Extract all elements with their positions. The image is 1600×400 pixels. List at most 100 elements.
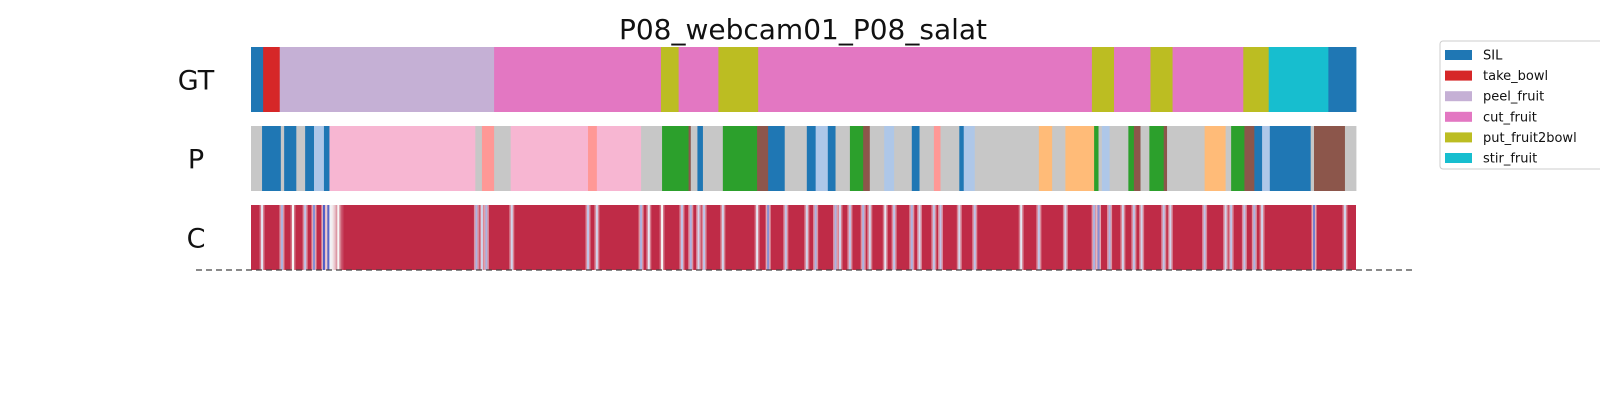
segment-other bbox=[690, 126, 698, 191]
segment-SIL bbox=[697, 126, 704, 191]
confidence-fade-strip bbox=[333, 205, 336, 270]
confidence-dip bbox=[910, 205, 913, 270]
segment-SIL bbox=[959, 126, 965, 191]
confidence-dip bbox=[280, 205, 283, 270]
segment-light-orange bbox=[1204, 126, 1227, 191]
segment-brown bbox=[1133, 126, 1141, 191]
confidence-dip bbox=[721, 205, 724, 270]
segment-light-pink bbox=[510, 126, 589, 191]
segment-green bbox=[662, 126, 689, 191]
chart-legend: SIL take_bowl peel_fruit cut_fruit put_fruit… bbox=[1439, 40, 1600, 170]
confidence-dip bbox=[805, 205, 808, 270]
segment-other bbox=[869, 126, 885, 191]
confidence-dip bbox=[1132, 205, 1135, 270]
segment-green bbox=[1231, 126, 1245, 191]
confidence-dip bbox=[1140, 205, 1143, 270]
row-label-p: P bbox=[188, 145, 204, 176]
segment-light-blue bbox=[884, 126, 895, 191]
confidence-dip bbox=[1037, 205, 1040, 270]
segment-light-blue bbox=[815, 126, 829, 191]
segment-other bbox=[784, 126, 808, 191]
confidence-dip bbox=[848, 205, 851, 270]
segment-other bbox=[940, 126, 960, 191]
confidence-dip bbox=[1224, 205, 1227, 270]
segment-SIL bbox=[262, 126, 282, 191]
confidence-dip bbox=[1203, 205, 1206, 270]
segment-put-fruit2bowl bbox=[718, 47, 759, 112]
segment-other bbox=[702, 126, 724, 191]
confidence-dip bbox=[291, 205, 294, 270]
segment-green bbox=[1149, 126, 1165, 191]
confidence-dip bbox=[261, 205, 264, 270]
segment-SIL bbox=[1254, 126, 1263, 191]
segment-green bbox=[722, 126, 758, 191]
legend-swatch-take-bowl bbox=[1445, 70, 1472, 81]
confidence-base bbox=[251, 205, 1356, 270]
confidence-dip bbox=[1162, 205, 1165, 270]
segment-light-blue bbox=[1101, 126, 1110, 191]
confidence-dip bbox=[703, 205, 706, 270]
confidence-dip bbox=[304, 205, 307, 270]
confidence-dip bbox=[756, 205, 759, 270]
confidence-dip bbox=[958, 205, 961, 270]
legend-label-cut-fruit: cut_fruit bbox=[1483, 110, 1537, 125]
segment-salmon bbox=[481, 126, 495, 191]
segment-SIL bbox=[1328, 47, 1357, 112]
confidence-dip bbox=[485, 205, 488, 270]
confidence-dip bbox=[1313, 205, 1316, 270]
segment-brown bbox=[1244, 126, 1255, 191]
legend-frame bbox=[1439, 40, 1600, 170]
segment-stir-fruit bbox=[1268, 47, 1329, 112]
confidence-dip bbox=[587, 205, 590, 270]
confidence-dip bbox=[1230, 205, 1233, 270]
segment-other bbox=[494, 126, 512, 191]
segment-brown bbox=[688, 126, 692, 191]
row-label-gt: GT bbox=[178, 66, 215, 97]
segment-SIL bbox=[305, 126, 315, 191]
segment-SIL bbox=[1269, 126, 1312, 191]
segment-brown bbox=[863, 126, 871, 191]
confidence-dip bbox=[767, 205, 770, 270]
legend-swatch-cut-fruit bbox=[1445, 111, 1472, 122]
confidence-dip bbox=[475, 205, 478, 270]
segment-green bbox=[1128, 126, 1135, 191]
confidence-dip bbox=[1020, 205, 1023, 270]
segment-other bbox=[974, 126, 1040, 191]
segment-SIL bbox=[768, 126, 786, 191]
segment-other bbox=[1140, 126, 1150, 191]
confidence-dip bbox=[640, 205, 643, 270]
confidence-dip bbox=[939, 205, 942, 270]
segment-other bbox=[296, 126, 306, 191]
timeline-row-p: P bbox=[188, 126, 1357, 191]
segment-other bbox=[1167, 126, 1206, 191]
confidence-dip bbox=[661, 205, 664, 270]
segment-SIL bbox=[251, 47, 264, 112]
segment-light-pink bbox=[329, 126, 476, 191]
segment-brown bbox=[1314, 126, 1346, 191]
segment-other bbox=[280, 126, 285, 191]
segment-put-fruit2bowl bbox=[1091, 47, 1115, 112]
confidence-fade-strip bbox=[331, 205, 334, 270]
segment-other bbox=[641, 126, 663, 191]
legend-label-SIL: SIL bbox=[1483, 49, 1503, 64]
segment-light-blue bbox=[963, 126, 976, 191]
segment-other bbox=[1310, 126, 1315, 191]
confidence-fade-strip bbox=[343, 205, 346, 270]
segment-green bbox=[1094, 126, 1099, 191]
segment-put-fruit2bowl bbox=[1243, 47, 1270, 112]
segment-cut-fruit bbox=[494, 47, 662, 112]
segment-other bbox=[1225, 126, 1232, 191]
confidence-dip bbox=[1261, 205, 1264, 270]
legend-label-put-fruit2bowl: put_fruit2bowl bbox=[1483, 131, 1577, 146]
confidence-dip bbox=[884, 205, 887, 270]
confidence-dip bbox=[1253, 205, 1256, 270]
confidence-dip bbox=[1169, 205, 1172, 270]
segment-other bbox=[1052, 126, 1066, 191]
segment-brown bbox=[1163, 126, 1168, 191]
timeline-rows: GT P C bbox=[178, 47, 1357, 270]
segment-other bbox=[475, 126, 483, 191]
confidence-dip bbox=[1121, 205, 1124, 270]
segment-salmon bbox=[933, 126, 941, 191]
